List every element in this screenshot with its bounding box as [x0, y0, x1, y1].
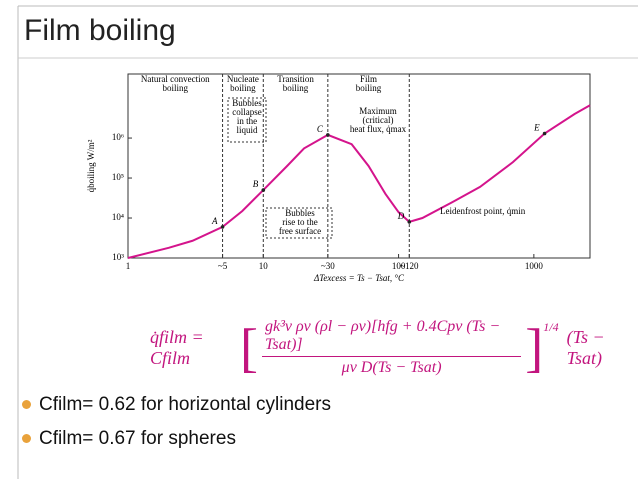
point-label: C [317, 124, 324, 134]
x-tick-label: ~30 [321, 261, 335, 271]
region-label: boiling [283, 83, 309, 93]
y-tick-label: 10⁶ [112, 132, 124, 142]
annotation-box [227, 97, 267, 143]
y-tick-label: 10⁴ [112, 212, 124, 222]
eq-tail: (Ts − Tsat) [566, 326, 605, 368]
bracket: [ [239, 317, 258, 378]
x-tick-label: 1000 [525, 261, 544, 271]
region-label: Transition [277, 74, 314, 84]
annotation: rise to the [282, 217, 318, 227]
point [261, 188, 266, 192]
point [407, 220, 412, 224]
region-label: boiling [230, 83, 256, 93]
point [326, 133, 330, 137]
region-label: boiling [163, 83, 189, 93]
region-label: Natural convection [141, 74, 210, 84]
bullet: Cfilm= 0.67 for spheres [22, 428, 236, 450]
numerator: gk³v ρv (ρl − ρv)[hfg + 0.4Cpv (Ts − Tsa… [261, 318, 522, 357]
fraction: gk³v ρv (ρl − ρv)[hfg + 0.4Cpv (Ts − Tsa… [261, 318, 522, 377]
annotation: Maximum [359, 106, 397, 116]
point-label: E [533, 123, 540, 133]
denominator: μv D(Ts − Tsat) [341, 359, 442, 376]
annotation: heat flux, q̇max [350, 124, 407, 134]
annotation: Bubbles [232, 98, 262, 108]
bullet: Cfilm= 0.62 for horizontal cylinders [22, 394, 331, 416]
x-tick-label: 10 [259, 261, 269, 271]
x-tick-label: 100 [392, 261, 406, 271]
annotation: in the [237, 116, 257, 126]
x-axis-label: ΔTexcess = Ts − Tsat, °C [313, 273, 405, 283]
y-tick-label: 10³ [112, 252, 124, 262]
bracket: ] [525, 317, 544, 378]
annotation: (critical) [363, 115, 394, 125]
annotation: liquid [236, 125, 258, 135]
region-label: Nucleate [227, 74, 259, 84]
x-tick-label: ~120 [400, 261, 419, 271]
point-label: B [253, 179, 259, 189]
annotation: Leidenfrost point, q̇min [440, 206, 526, 216]
slide-title: Film boiling [24, 14, 176, 47]
eq-lhs: q̇film = Cfilm [150, 326, 204, 368]
annotation-box [265, 207, 333, 239]
annotation: collapse [232, 107, 262, 117]
y-axis-label: q̇boiling W/m² [86, 139, 96, 192]
annotation: Bubbles [285, 208, 315, 218]
annotation: free surface [279, 226, 321, 236]
region-label: boiling [356, 83, 382, 93]
region-label: Film [360, 74, 377, 84]
point [542, 131, 547, 136]
x-tick-label: 1 [126, 261, 131, 271]
plot-frame [127, 73, 591, 259]
y-tick-label: 10⁵ [112, 172, 124, 182]
point-label: D [397, 211, 405, 221]
x-tick-label: ~5 [218, 261, 228, 271]
curve [127, 104, 591, 259]
exponent: 1/4 [543, 320, 559, 334]
point-label: A [211, 216, 218, 226]
equation: q̇film = Cfilm [ gk³v ρv (ρl − ρv)[hfg +… [150, 318, 638, 377]
point [220, 225, 225, 229]
